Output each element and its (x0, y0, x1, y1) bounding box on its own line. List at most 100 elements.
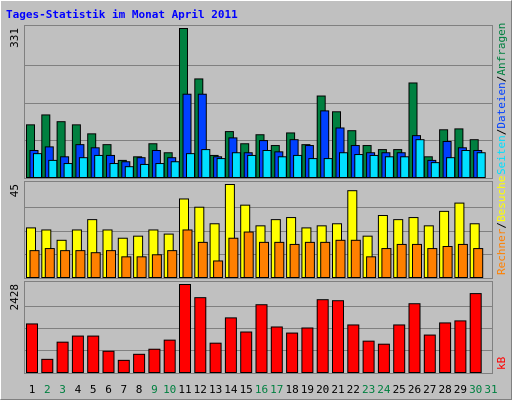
x-tick-label: 28 (438, 383, 451, 396)
bar (224, 317, 237, 373)
x-tick-label: 2 (44, 383, 51, 396)
bar (124, 166, 134, 179)
bar (201, 149, 211, 179)
bar (109, 163, 119, 179)
bar (473, 248, 484, 278)
legend: kB (495, 356, 508, 370)
legend-entry: Dateien (495, 82, 508, 128)
x-tick-label: 9 (151, 383, 158, 396)
x-tick-label: 21 (331, 383, 344, 396)
bar (262, 149, 272, 178)
x-tick-label: 31 (484, 383, 497, 396)
x-tick-label: 17 (270, 383, 283, 396)
bar (446, 157, 456, 179)
bar (396, 243, 407, 278)
x-tick-label: 1 (29, 383, 36, 396)
bar (48, 159, 58, 178)
bar (384, 156, 394, 178)
x-tick-label: 8 (136, 383, 143, 396)
y-tick-label: 45 (8, 184, 21, 197)
bar (41, 358, 54, 374)
x-tick-label: 7 (120, 383, 127, 396)
bar (304, 241, 315, 279)
bar (415, 139, 425, 179)
bar (270, 326, 283, 373)
x-tick-label: 26 (408, 383, 421, 396)
bar (366, 256, 377, 279)
bar (316, 299, 329, 373)
x-tick-label: 18 (285, 383, 298, 396)
bar (26, 323, 38, 374)
x-tick-label: 27 (423, 383, 436, 396)
bar (133, 353, 146, 374)
x-tick-label: 13 (209, 383, 222, 396)
legend-entry: Rechner (495, 228, 508, 275)
bar (347, 324, 360, 374)
x-tick-label: 20 (316, 383, 329, 396)
legend-separator: / (495, 129, 508, 136)
bar (163, 339, 176, 374)
bar (194, 297, 207, 373)
x-tick-label: 16 (255, 383, 268, 396)
y-tick-label: 2428 (8, 284, 21, 311)
bar (320, 241, 331, 279)
chart-title: Tages-Statistik im Monat April 2011 (6, 8, 238, 21)
bar (102, 350, 115, 373)
bar (454, 320, 467, 373)
bar (476, 152, 486, 179)
y-tick-label: 331 (8, 28, 21, 48)
legend-entry: Anfragen (495, 23, 508, 76)
bar (423, 334, 436, 373)
bar (209, 342, 222, 373)
bar (90, 252, 101, 278)
bar (87, 335, 100, 373)
bar (332, 300, 344, 373)
bar (393, 324, 406, 374)
bar (369, 154, 379, 178)
x-tick-label: 25 (393, 383, 406, 396)
legend: Seiten/Dateien/Anfragen (495, 23, 508, 175)
bar (33, 153, 42, 179)
bar (155, 163, 165, 179)
bar (381, 248, 392, 278)
x-tick-label: 11 (178, 383, 191, 396)
legend: Rechner/Besuche (495, 176, 508, 275)
bar (362, 340, 375, 374)
x-tick-label: 10 (163, 383, 176, 396)
legend-entry: Seiten (495, 135, 508, 175)
bar (350, 239, 361, 279)
bar (148, 348, 161, 374)
bar (197, 241, 208, 279)
bar (213, 260, 224, 279)
bar (289, 243, 300, 278)
bar (121, 256, 132, 279)
x-tick-label: 5 (90, 383, 97, 396)
bar (44, 248, 55, 278)
bar (277, 156, 287, 178)
bar (335, 239, 346, 279)
bar (412, 243, 422, 278)
bar (323, 158, 333, 179)
bar (29, 250, 40, 278)
bar (430, 162, 440, 179)
bar (240, 331, 253, 374)
bar (286, 332, 299, 373)
bar (427, 248, 438, 278)
bar (167, 250, 178, 278)
bar (442, 246, 453, 278)
bar (243, 231, 254, 279)
bar (377, 343, 390, 373)
bar (255, 304, 268, 374)
bar (151, 254, 162, 278)
bar (179, 284, 191, 373)
bar (293, 154, 303, 178)
x-tick-label: 23 (362, 383, 375, 396)
legend-entry: Besuche (495, 176, 508, 222)
bar (469, 293, 482, 373)
bar (78, 157, 88, 179)
bar (140, 163, 150, 178)
bar (216, 158, 226, 179)
bar (60, 250, 71, 278)
bar (228, 237, 239, 279)
x-tick-label: 22 (347, 383, 360, 396)
